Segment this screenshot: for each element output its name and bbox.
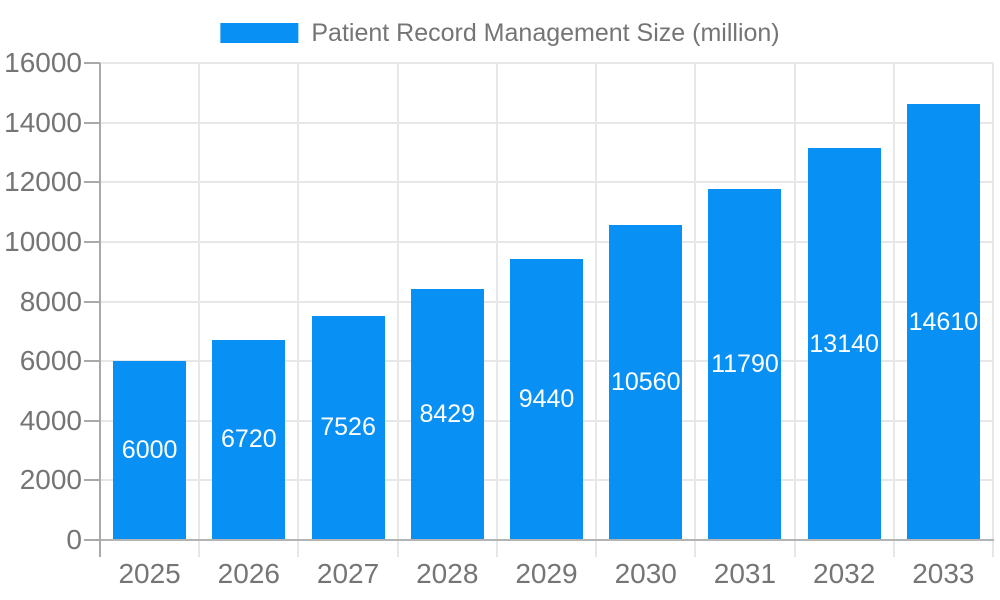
x-axis-tick [992, 541, 994, 557]
y-axis-label: 14000 [4, 106, 82, 138]
bar-2033[interactable]: 14610 [906, 104, 980, 540]
legend-label: Patient Record Management Size (million) [311, 18, 780, 47]
x-axis-tick [396, 541, 399, 557]
x-axis-label-2029: 2029 [515, 558, 578, 589]
y-axis-tick [84, 419, 100, 422]
bar-2030[interactable]: 10560 [609, 225, 683, 540]
gridline-x-boundary [793, 63, 796, 540]
y-axis-label: 8000 [19, 285, 82, 317]
x-axis-label-2025: 2025 [118, 558, 181, 589]
y-axis-label: 12000 [4, 166, 82, 198]
gridline-x-boundary [992, 63, 994, 540]
x-axis-label-2026: 2026 [217, 558, 280, 589]
y-axis-tick [84, 300, 100, 303]
x-axis-line [99, 539, 994, 541]
x-axis-tick [595, 541, 598, 557]
legend-swatch-icon [220, 23, 299, 43]
bar-value-label: 7526 [320, 413, 376, 442]
bar-2025[interactable]: 6000 [113, 361, 187, 540]
bar-value-label: 6000 [121, 436, 178, 465]
y-axis-tick [84, 62, 100, 64]
bar-2026[interactable]: 6720 [212, 339, 286, 540]
bar-2031[interactable]: 11790 [708, 188, 782, 540]
y-axis-label: 6000 [19, 345, 82, 377]
y-axis-tick [84, 539, 100, 541]
gridline-y-14000 [100, 121, 993, 124]
bar-value-label: 11790 [711, 349, 779, 378]
x-axis-tick [198, 541, 201, 557]
gridline-x-boundary [595, 63, 598, 540]
x-axis-label-2030: 2030 [614, 558, 677, 589]
bar-value-label: 14610 [908, 307, 979, 336]
bar-value-label: 8429 [419, 399, 476, 428]
x-axis-tick [793, 541, 796, 557]
x-axis-label-2033: 2033 [912, 558, 975, 589]
bar-value-label: 13140 [809, 329, 879, 358]
gridline-x-boundary [892, 63, 895, 540]
y-axis-tick [84, 360, 100, 363]
gridline-x-boundary [198, 63, 201, 540]
gridline-y-10000 [100, 240, 993, 243]
gridline-y-12000 [100, 181, 993, 184]
y-axis-line [99, 63, 101, 557]
bar-2028[interactable]: 8429 [410, 288, 484, 540]
y-axis-label: 0 [66, 524, 82, 555]
x-axis-label-2028: 2028 [416, 558, 479, 589]
y-axis-tick [84, 181, 100, 184]
gridline-x-boundary [396, 63, 399, 540]
y-axis-label: 2000 [19, 464, 82, 496]
x-axis-label-2032: 2032 [813, 558, 876, 589]
y-axis-label: 4000 [19, 404, 82, 436]
x-axis-label-2031: 2031 [713, 558, 777, 589]
y-axis-tick [84, 240, 100, 243]
x-axis-tick [297, 541, 300, 557]
x-axis-tick [892, 541, 895, 557]
y-axis-label: 10000 [4, 225, 82, 257]
x-axis-tick [694, 541, 697, 557]
bar-value-label: 6720 [221, 425, 277, 454]
x-axis-label-2027: 2027 [316, 558, 380, 589]
legend[interactable]: Patient Record Management Size (million) [220, 14, 780, 52]
gridline-x-boundary [297, 63, 300, 540]
bar-value-label: 10560 [610, 368, 681, 397]
plot-area: 6000 6720 7526 8429 9440 10560 11790 13140 14610 [100, 62, 994, 540]
gridline-y-16000 [100, 62, 993, 64]
bar-2027[interactable]: 7526 [311, 315, 385, 540]
gridline-x-boundary [694, 63, 697, 540]
y-axis-tick [84, 121, 100, 124]
gridline-x-boundary [495, 63, 498, 540]
bar-value-label: 9440 [518, 384, 575, 413]
y-axis-label: 16000 [4, 47, 82, 78]
y-axis-tick [84, 479, 100, 482]
bar-2032[interactable]: 13140 [807, 148, 881, 540]
bar-2029[interactable]: 9440 [510, 258, 583, 540]
x-axis-tick [495, 541, 498, 557]
